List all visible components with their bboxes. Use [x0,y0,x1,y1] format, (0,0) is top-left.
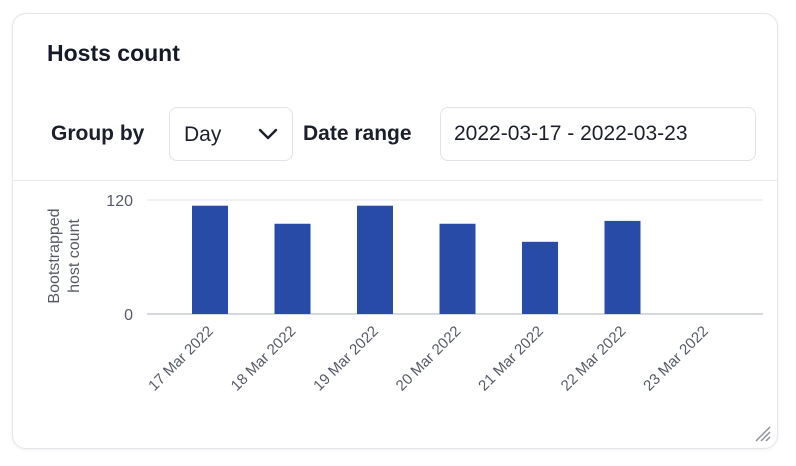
x-tick-label: 22 Mar 2022 [558,323,630,395]
x-tick-label: 17 Mar 2022 [145,323,217,395]
bar-21-mar-2022[interactable] [522,241,558,314]
x-tick-label: 19 Mar 2022 [310,323,382,395]
date-range-input[interactable] [440,107,756,161]
bar-19-mar-2022[interactable] [357,205,393,314]
toolbar-divider [13,180,777,181]
hosts-bar-chart: 0 120 17 Mar 2022 18 Mar 2022 19 Mar 2022 20… [46,193,763,395]
date-range-label: Date range [303,122,412,145]
x-tick-label: 18 Mar 2022 [228,323,300,395]
group-by-select[interactable]: Day [169,107,293,161]
y-tick-label: 0 [124,307,133,324]
y-tick-label: 120 [106,193,133,210]
bar-18-mar-2022[interactable] [274,223,311,314]
bar-17-mar-2022[interactable] [192,205,228,314]
chevron-down-icon [258,128,278,140]
x-tick-label: 20 Mar 2022 [393,323,465,395]
y-axis-label-line-1: Bootstrapped [46,208,63,303]
x-tick-label: 21 Mar 2022 [475,323,547,395]
hosts-count-card: Hosts count Group by Day Date range 0 120… [12,13,778,449]
card-title: Hosts count [47,40,180,66]
bar-22-mar-2022[interactable] [604,220,641,314]
group-by-label: Group by [51,122,145,145]
group-by-selected-value: Day [184,123,222,146]
x-tick-label: 23 Mar 2022 [640,323,712,395]
resize-handle-icon[interactable] [753,424,771,442]
y-axis-label-line-2: host count [66,219,83,293]
bar-20-mar-2022[interactable] [439,223,476,314]
